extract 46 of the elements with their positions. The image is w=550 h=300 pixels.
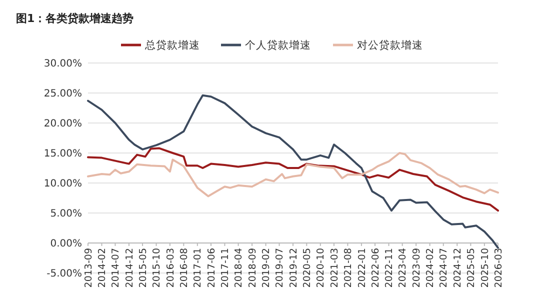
x-tick-label: 2019-12	[288, 248, 300, 288]
x-tick-label: 2019-02	[261, 248, 272, 288]
y-tick-label: 0.00%	[50, 238, 82, 250]
legend-label: 总贷款增速	[144, 38, 200, 52]
legend-label: 对公贷款增速	[357, 38, 423, 52]
x-tick-label: 2016-03	[165, 248, 176, 288]
y-tick-label: 20.00%	[44, 118, 82, 130]
x-tick-label: 2022-06	[370, 248, 382, 288]
y-tick-label: 5.00%	[50, 208, 82, 220]
x-tick-label: 2021-03	[329, 248, 340, 288]
x-tick-label: 2026-03	[493, 248, 504, 288]
line-series	[87, 152, 499, 198]
chart-title: 图1：各类贷款增速趋势	[16, 12, 134, 25]
x-tick-label: 2019-07	[274, 248, 286, 288]
x-tick-label: 2016-08	[179, 248, 190, 288]
x-tick-label: 2023-09	[411, 248, 422, 288]
x-tick-label: 2013-09	[83, 248, 94, 288]
y-tick-label: 25.00%	[44, 88, 82, 100]
x-tick-label: 2017-01	[192, 248, 204, 288]
y-tick-label: 15.00%	[44, 148, 82, 160]
x-tick-label: 2020-05	[302, 248, 313, 288]
y-tick-label: -5.00%	[46, 268, 82, 280]
x-tick-label: 2024-12	[452, 248, 464, 288]
x-tick-label: 2014-07	[110, 248, 122, 288]
y-tick-label: 30.00%	[44, 58, 82, 70]
x-tick-label: 2018-09	[247, 248, 258, 288]
line-series	[87, 94, 499, 249]
x-tick-label: 2018-04	[234, 248, 245, 288]
x-tick-label: 2022-01	[356, 248, 368, 288]
x-tick-label: 2025-05	[466, 248, 478, 288]
x-tick-label: 2025-10	[480, 248, 491, 288]
x-tick-label: 2014-02	[97, 248, 108, 288]
line-series	[87, 147, 499, 212]
x-tick-label: 2022-11	[384, 248, 396, 288]
y-tick-label: 10.00%	[44, 178, 82, 190]
x-tick-label: 2020-10	[316, 248, 327, 288]
x-tick-label: 2017-06	[206, 248, 218, 288]
legend-label: 个人贷款增速	[245, 38, 311, 52]
x-tick-label: 2015-05	[138, 248, 149, 288]
x-tick-label: 2021-08	[343, 248, 354, 288]
x-tick-label: 2023-04	[398, 248, 409, 288]
x-tick-label: 2024-02	[425, 248, 436, 288]
x-tick-label: 2015-10	[152, 248, 163, 288]
x-tick-label: 2014-12	[124, 248, 136, 288]
x-tick-label: 2024-07	[438, 248, 450, 288]
x-tick-label: 2017-11	[220, 248, 232, 288]
